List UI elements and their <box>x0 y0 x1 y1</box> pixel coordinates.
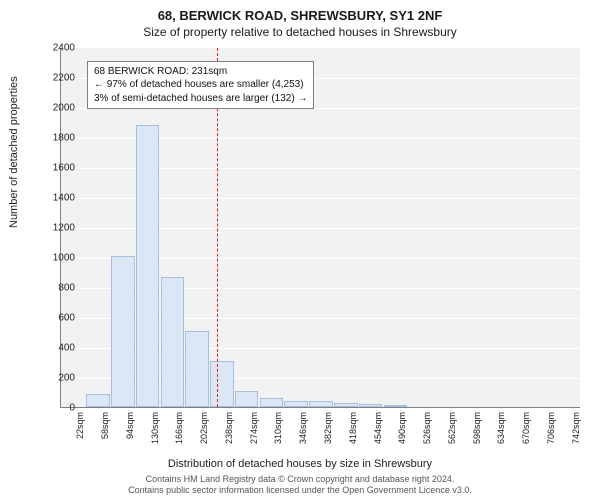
y-tick-label: 200 <box>35 373 75 384</box>
x-tick-label: 58sqm <box>100 412 110 439</box>
histogram-bar <box>185 331 209 408</box>
x-tick-label: 742sqm <box>571 412 581 444</box>
x-axis-label: Distribution of detached houses by size … <box>0 458 600 470</box>
footer-line-2: Contains public sector information licen… <box>0 485 600 496</box>
x-tick-label: 202sqm <box>199 412 209 444</box>
histogram-bar <box>359 404 383 407</box>
x-tick-label: 310sqm <box>273 412 283 444</box>
histogram-bar <box>334 403 358 408</box>
annotation-line: 68 BERWICK ROAD: 231sqm <box>94 65 307 79</box>
y-tick-label: 800 <box>35 283 75 294</box>
annotation-line: 3% of semi-detached houses are larger (1… <box>94 92 307 106</box>
x-tick-label: 418sqm <box>348 412 358 444</box>
y-tick-label: 1000 <box>35 253 75 264</box>
x-tick-label: 238sqm <box>224 412 234 444</box>
y-tick-label: 2000 <box>35 103 75 114</box>
y-axis-label: Number of detached properties <box>8 76 20 228</box>
x-tick-label: 166sqm <box>174 412 184 444</box>
y-tick-label: 1200 <box>35 223 75 234</box>
histogram-bar <box>309 401 333 407</box>
y-tick-label: 1800 <box>35 133 75 144</box>
histogram-bar <box>136 125 160 407</box>
y-tick-label: 400 <box>35 343 75 354</box>
annotation-box: 68 BERWICK ROAD: 231sqm← 97% of detached… <box>87 61 314 110</box>
histogram-bar <box>210 361 234 408</box>
x-tick-label: 634sqm <box>496 412 506 444</box>
y-tick-label: 600 <box>35 313 75 324</box>
x-tick-label: 598sqm <box>472 412 482 444</box>
x-tick-label: 706sqm <box>546 412 556 444</box>
y-tick-label: 2200 <box>35 73 75 84</box>
x-tick-label: 346sqm <box>298 412 308 444</box>
histogram-bar <box>235 391 259 408</box>
x-tick-label: 562sqm <box>447 412 457 444</box>
x-tick-label: 382sqm <box>323 412 333 444</box>
attribution-footer: Contains HM Land Registry data © Crown c… <box>0 474 600 497</box>
histogram-bar <box>284 401 308 407</box>
chart-subtitle: Size of property relative to detached ho… <box>0 23 600 39</box>
chart-title-address: 68, BERWICK ROAD, SHREWSBURY, SY1 2NF <box>0 0 600 23</box>
y-tick-label: 1600 <box>35 163 75 174</box>
histogram-bar <box>86 394 110 408</box>
histogram-bar <box>161 277 185 408</box>
x-tick-label: 94sqm <box>125 412 135 439</box>
x-tick-label: 670sqm <box>521 412 531 444</box>
x-tick-label: 526sqm <box>422 412 432 444</box>
histogram-bar <box>260 398 284 407</box>
histogram-bar <box>384 405 408 407</box>
x-tick-label: 274sqm <box>249 412 259 444</box>
histogram-bar <box>111 256 135 408</box>
chart-container: 68, BERWICK ROAD, SHREWSBURY, SY1 2NF Si… <box>0 0 600 500</box>
plot-background: 68 BERWICK ROAD: 231sqm← 97% of detached… <box>60 48 580 408</box>
y-tick-label: 1400 <box>35 193 75 204</box>
y-tick-label: 2400 <box>35 43 75 54</box>
annotation-line: ← 97% of detached houses are smaller (4,… <box>94 78 307 92</box>
plot-area: 68 BERWICK ROAD: 231sqm← 97% of detached… <box>60 48 580 408</box>
x-tick-label: 22sqm <box>75 412 85 439</box>
x-tick-label: 130sqm <box>150 412 160 444</box>
x-tick-label: 490sqm <box>397 412 407 444</box>
x-tick-label: 454sqm <box>373 412 383 444</box>
footer-line-1: Contains HM Land Registry data © Crown c… <box>0 474 600 485</box>
y-tick-label: 0 <box>35 403 75 414</box>
